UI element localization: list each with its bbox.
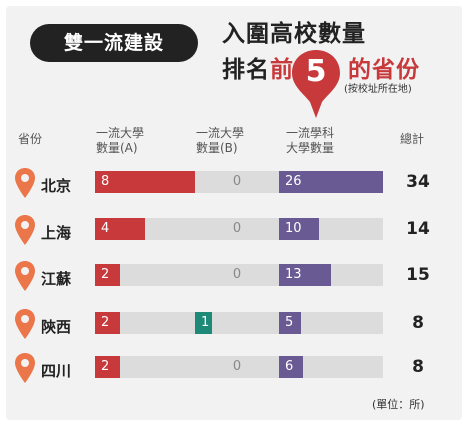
column-header-a: 一流大學 數量(A): [96, 126, 144, 156]
bar-value-label-a: 2: [101, 359, 110, 374]
bar-track-b: [195, 356, 279, 378]
headline-line1: 入圍高校數量: [222, 21, 366, 47]
bar-c: [279, 356, 303, 378]
column-header-b-line1: 一流大學: [196, 126, 245, 140]
bar-a: [95, 312, 120, 334]
chart-row: 四川 2 0 6 8: [0, 353, 470, 390]
bar-c: [279, 171, 383, 193]
province-label: 陝西: [41, 318, 72, 336]
bar-c: [279, 312, 301, 334]
bar-value-label-c: 13: [285, 267, 302, 282]
rank-number: 5: [305, 54, 327, 89]
chart-row: 上海 4 0 10 14: [0, 215, 470, 252]
bar-track-c: [279, 356, 383, 378]
headline-prefix: 排名: [222, 57, 270, 83]
location-note: (按校址所在地): [344, 84, 412, 95]
column-header-c-line2: 大學數量: [286, 141, 335, 155]
title-badge: 雙一流建設: [30, 24, 198, 62]
chart-row: 北京 8 0 26 34: [0, 168, 470, 205]
headline-red-word: 前: [270, 57, 294, 83]
column-header-b: 一流大學 數量(B): [196, 126, 244, 156]
bar-a: [95, 171, 195, 193]
unit-note: (單位：所): [372, 398, 425, 411]
location-pin-icon: [15, 261, 35, 291]
bar-value-label-b: 1: [201, 315, 210, 330]
location-pin-icon: [15, 353, 35, 383]
column-header-province: 省份: [18, 132, 43, 146]
column-header-a-line1: 一流大學: [96, 126, 145, 140]
location-pin-icon: [15, 309, 35, 339]
bar-value-label-c: 5: [285, 315, 294, 330]
chart-row: 陝西 2 1 5 8: [0, 309, 470, 346]
bar-c: [279, 264, 331, 286]
location-pin-icon: [15, 215, 35, 245]
total-value: 34: [406, 172, 430, 192]
total-value: 15: [406, 265, 430, 285]
bar-value-label-c: 6: [285, 359, 294, 374]
province-label: 北京: [41, 177, 72, 195]
rank-badge-shape: [292, 50, 340, 118]
column-header-a-line2: 數量(A): [96, 141, 138, 155]
bar-value-label-a: 2: [101, 267, 110, 282]
bar-a: [95, 264, 120, 286]
infographic-card: [6, 6, 462, 420]
bar-value-label-c: 26: [285, 174, 302, 189]
bar-track-b: [195, 264, 279, 286]
total-value: 14: [406, 219, 430, 239]
bar-value-label-b: 0: [232, 359, 242, 374]
total-value: 8: [412, 357, 424, 377]
bar-track-b: [195, 312, 279, 334]
bar-b: [195, 312, 212, 334]
bar-value-label-b: 0: [232, 221, 242, 236]
province-label: 江蘇: [41, 270, 72, 288]
bar-track-b: [195, 218, 279, 240]
bar-track-c: [279, 312, 383, 334]
chart-row: 江蘇 2 0 13 15: [0, 261, 470, 298]
column-header-total: 總計: [400, 132, 425, 146]
bar-value-label-c: 10: [285, 221, 302, 236]
bar-value-label-a: 2: [101, 315, 110, 330]
bar-value-label-a: 4: [101, 221, 110, 236]
total-value: 8: [412, 313, 424, 333]
headline-suffix: 的省份: [348, 57, 420, 83]
column-header-c-line1: 一流學科: [286, 126, 335, 140]
bar-a: [95, 356, 120, 378]
column-header-b-line2: 數量(B): [196, 141, 238, 155]
bar-track-a: [95, 312, 195, 334]
bar-value-label-b: 0: [232, 267, 242, 282]
province-label: 四川: [41, 362, 72, 380]
province-label: 上海: [41, 224, 72, 242]
headline-line2: 排名前: [222, 50, 294, 84]
column-header-c: 一流學科 大學數量: [286, 126, 334, 156]
location-pin-icon: [15, 168, 35, 198]
bar-track-a: [95, 264, 195, 286]
bar-track-a: [95, 356, 195, 378]
bar-value-label-a: 8: [101, 174, 110, 189]
bar-a: [95, 218, 145, 240]
bar-c: [279, 218, 319, 240]
bar-track-b: [195, 171, 279, 193]
bar-value-label-b: 0: [232, 174, 242, 189]
rank-badge: 5: [290, 48, 342, 120]
